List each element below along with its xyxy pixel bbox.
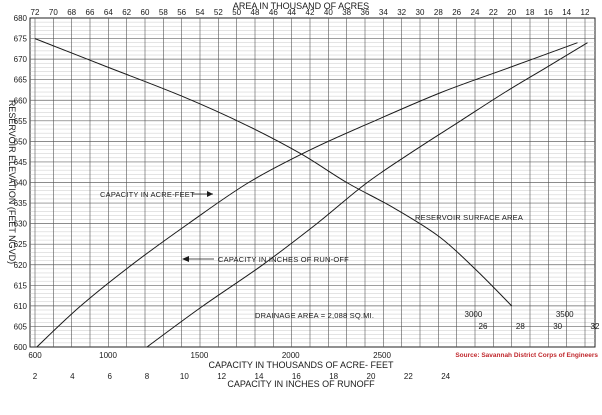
left-tick-label: 670 [14, 55, 28, 64]
acre-feet-tick-label: 3000 [465, 310, 483, 319]
left-tick-label: 655 [14, 117, 28, 126]
left-tick-label: 600 [14, 343, 28, 352]
runoff-tick-label: 20 [367, 372, 376, 381]
top-tick-label: 20 [507, 8, 516, 17]
top-tick-label: 16 [544, 8, 553, 17]
acre-feet-tick-label: 1500 [191, 351, 209, 360]
top-tick-label: 68 [67, 8, 76, 17]
runoff-series-label: CAPACITY IN INCHES OF RUN-OFF [218, 255, 349, 264]
acre-feet-tick-label: 3500 [556, 310, 574, 319]
top-tick-label: 34 [379, 8, 388, 17]
top-tick-label: 50 [232, 8, 241, 17]
top-tick-label: 26 [452, 8, 461, 17]
chart-grid [29, 17, 596, 348]
top-tick-label: 70 [49, 8, 58, 17]
top-tick-label: 64 [104, 8, 113, 17]
left-tick-label: 605 [14, 322, 28, 331]
surface-area-series-label: RESERVOIR SURFACE AREA [415, 213, 523, 222]
top-tick-label: 40 [324, 8, 333, 17]
top-tick-label: 72 [31, 8, 40, 17]
acre-feet-tick-label: 2500 [373, 351, 391, 360]
runoff-tick-label: 16 [292, 372, 301, 381]
runoff-arrow [182, 256, 189, 262]
top-tick-label: 18 [526, 8, 535, 17]
top-tick-label: 62 [122, 8, 131, 17]
acre-feet-series-label: CAPACITY IN ACRE-FEET [100, 190, 195, 199]
chart-curves [34, 38, 588, 348]
runoff-tick-label: 30 [553, 322, 562, 331]
top-tick-label: 52 [214, 8, 223, 17]
runoff-tick-label: 2 [33, 372, 38, 381]
left-tick-label: 645 [14, 158, 28, 167]
drainage-area-note: DRAINAGE AREA = 2,088 SQ.MI. [255, 311, 374, 320]
acre-feet-tick-label: 1000 [99, 351, 117, 360]
runoff-tick-label: 8 [145, 372, 150, 381]
left-axis-title: RESERVOIR ELEVATION (FEET NGVD) [7, 100, 17, 264]
top-tick-label: 60 [141, 8, 150, 17]
top-tick-label: 22 [489, 8, 498, 17]
left-tick-label: 660 [14, 96, 28, 105]
runoff-tick-label: 10 [180, 372, 189, 381]
left-tick-label: 610 [14, 302, 28, 311]
runoff-tick-label: 22 [404, 372, 413, 381]
left-tick-label: 640 [14, 179, 28, 188]
left-tick-label: 620 [14, 261, 28, 270]
top-tick-label: 36 [361, 8, 370, 17]
left-tick-label: 615 [14, 281, 28, 290]
top-tick-label: 46 [269, 8, 278, 17]
top-tick-label: 42 [306, 8, 315, 17]
left-tick-label: 635 [14, 199, 28, 208]
runoff-axis-title: CAPACITY IN INCHES OF RUNOFF [227, 379, 375, 389]
top-tick-label: 44 [287, 8, 296, 17]
acre-feet-tick-label: 600 [28, 351, 42, 360]
top-tick-label: 48 [251, 8, 260, 17]
top-tick-label: 58 [159, 8, 168, 17]
acre-feet-tick-label: 2000 [282, 351, 300, 360]
runoff-tick-label: 26 [479, 322, 488, 331]
top-axis-title: AREA IN THOUSAND OF ACRES [233, 1, 369, 11]
runoff-tick-label: 14 [255, 372, 264, 381]
runoff-tick-label: 18 [329, 372, 338, 381]
top-tick-label: 32 [397, 8, 406, 17]
source-credit: Source: Savannah District Corps of Engin… [455, 352, 598, 359]
left-tick-label: 665 [14, 76, 28, 85]
top-tick-label: 38 [342, 8, 351, 17]
acre-feet-arrow [207, 191, 213, 197]
runoff-tick-label: 12 [217, 372, 226, 381]
runoff-tick-label: 32 [591, 322, 600, 331]
top-tick-label: 24 [471, 8, 480, 17]
top-tick-label: 28 [434, 8, 443, 17]
acre-feet-curve [36, 42, 578, 348]
runoff-tick-label: 4 [70, 372, 75, 381]
runoff-tick-label: 28 [516, 322, 525, 331]
left-tick-label: 650 [14, 137, 28, 146]
acre-feet-axis-title: CAPACITY IN THOUSANDS OF ACRE- FEET [208, 360, 394, 370]
top-tick-label: 12 [581, 8, 590, 17]
runoff-tick-label: 24 [441, 372, 450, 381]
top-tick-label: 54 [196, 8, 205, 17]
runoff-curve [146, 42, 588, 348]
top-tick-label: 66 [86, 8, 95, 17]
top-tick-label: 14 [562, 8, 571, 17]
chart-labels: 72 70 68 66 64 62 60 58 56 54 52 50 48 46 44 42 40 38 36 34… [7, 1, 600, 389]
left-tick-label: 625 [14, 240, 28, 249]
left-tick-label: 675 [14, 35, 28, 44]
surface-area-curve [34, 38, 513, 307]
top-tick-label: 56 [177, 8, 186, 17]
left-tick-label: 680 [14, 14, 28, 23]
left-tick-label: 630 [14, 220, 28, 229]
top-tick-label: 30 [416, 8, 425, 17]
runoff-tick-label: 6 [107, 372, 112, 381]
